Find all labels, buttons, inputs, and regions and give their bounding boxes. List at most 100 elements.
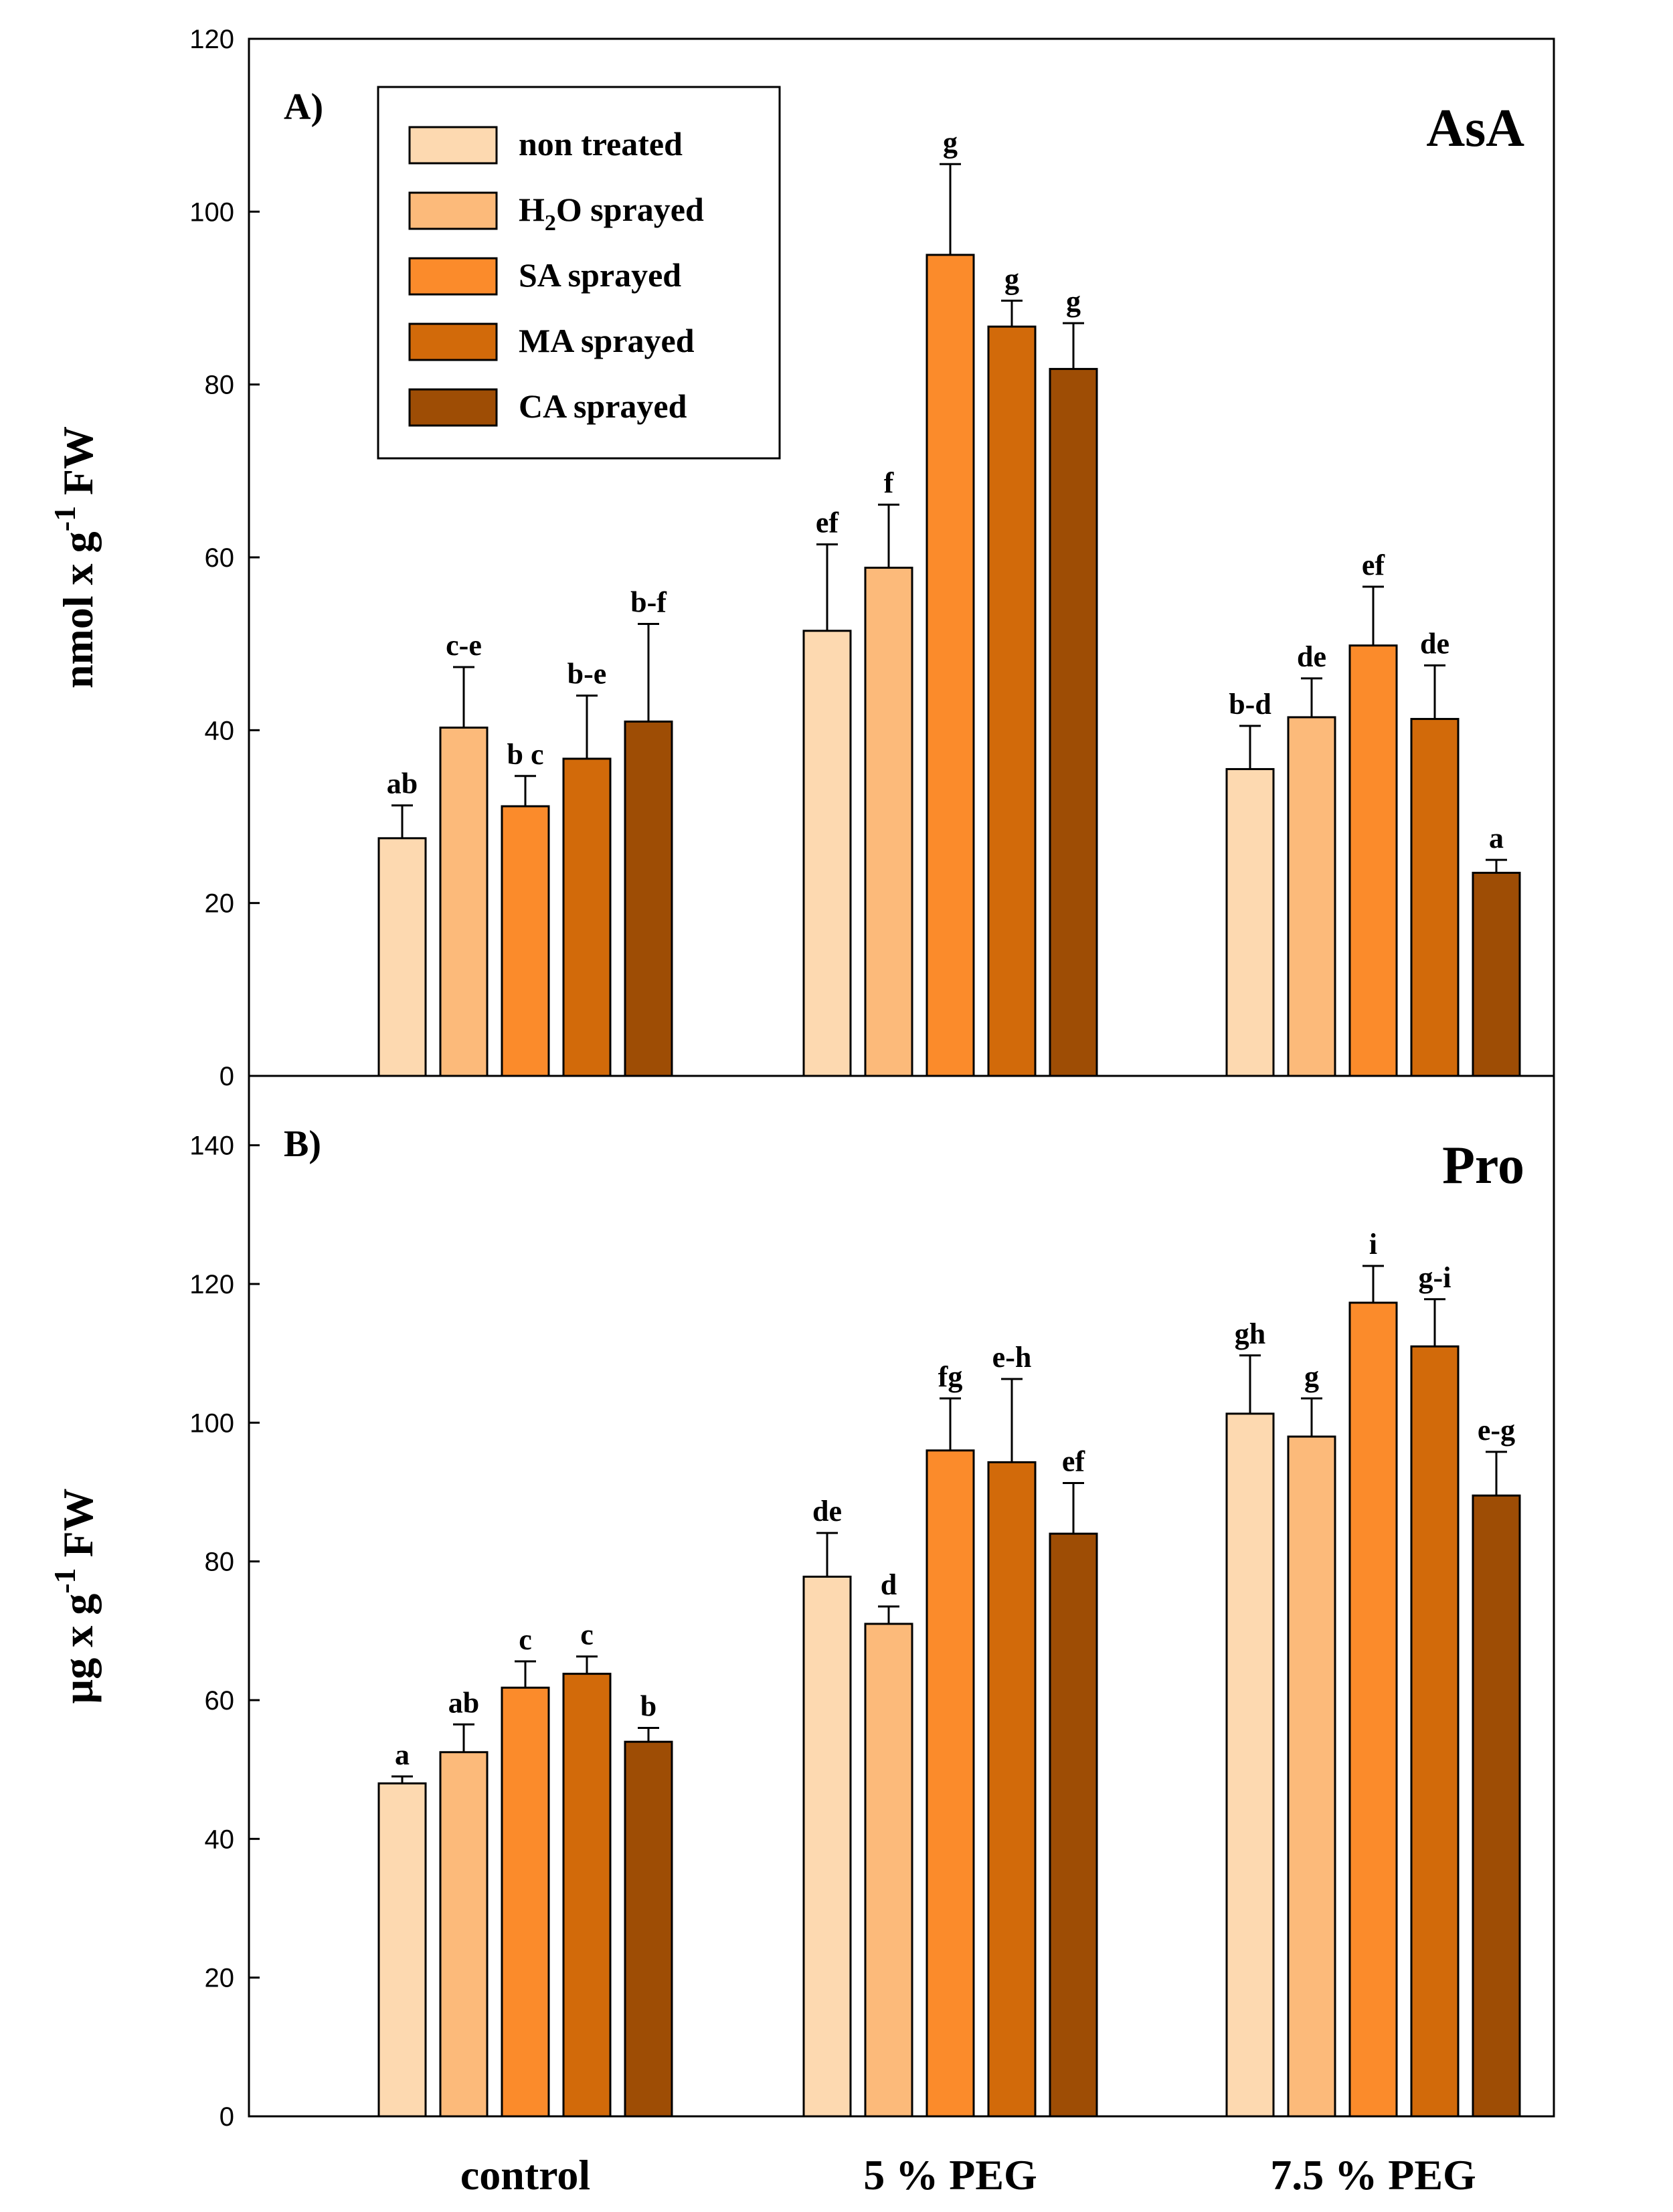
legend-box <box>377 86 781 460</box>
y-tick-label: 120 <box>189 1270 234 1299</box>
bar <box>1287 1435 1336 2118</box>
legend-swatch <box>408 191 498 230</box>
x-category-label: 5 % PEG <box>863 2151 1037 2199</box>
legend-swatch <box>408 257 498 296</box>
y-tick-label: 20 <box>205 1964 235 1993</box>
bar <box>987 1461 1037 2118</box>
significance-letter: ef <box>1362 549 1386 581</box>
significance-letter: g <box>1304 1360 1319 1393</box>
y-tick-label: 0 <box>219 1062 234 1091</box>
significance-letter: a <box>395 1738 410 1771</box>
y-axis-label: nmol x g-1 FW <box>48 426 102 688</box>
significance-letter: e-h <box>992 1341 1032 1374</box>
bar <box>802 630 852 1077</box>
significance-letter: ab <box>448 1686 479 1719</box>
legend-swatch <box>408 322 498 361</box>
bar <box>1472 871 1521 1077</box>
bar <box>562 1673 612 2118</box>
significance-letter: c <box>519 1623 532 1656</box>
significance-letter: g-i <box>1419 1261 1451 1294</box>
y-tick-label: 40 <box>205 716 235 745</box>
panel-title: Pro <box>1442 1136 1524 1195</box>
significance-letter: e-g <box>1478 1414 1515 1447</box>
significance-letter: de <box>1297 640 1326 673</box>
significance-letter: ef <box>1062 1445 1086 1478</box>
significance-letter: ab <box>387 767 418 800</box>
significance-letter: i <box>1369 1228 1377 1261</box>
x-category-label: control <box>460 2151 590 2199</box>
bar <box>1472 1494 1521 2118</box>
significance-letter: b <box>640 1689 656 1722</box>
significance-letter: a <box>1489 822 1504 854</box>
panel-b-pro: 0 20 40 60 80 100 120 140 a de gh ab d g c fg i c e-h g-i b e… <box>189 1075 1555 2132</box>
legend-swatch <box>408 126 498 165</box>
y-tick-label: 60 <box>205 543 235 573</box>
legend-swatch <box>408 388 498 427</box>
y-tick-label: 120 <box>189 25 234 54</box>
significance-letter: ef <box>816 506 840 539</box>
significance-letter: d <box>881 1568 897 1601</box>
bar <box>1410 1345 1460 2118</box>
bar <box>1348 644 1398 1077</box>
y-axis-labels: nmol x g-1 FW µg x g-1 FW <box>48 426 102 1704</box>
y-tick-label: 40 <box>205 1825 235 1854</box>
y-axis-label: µg x g-1 FW <box>48 1488 102 1703</box>
bar <box>864 1623 913 2118</box>
legend-label: MA sprayed <box>519 322 695 359</box>
y-tick-label: 80 <box>205 371 235 400</box>
y-tick-label: 80 <box>205 1548 235 1577</box>
significance-letter: b-e <box>567 658 607 690</box>
significance-letter: b c <box>507 738 544 771</box>
y-tick-label: 100 <box>189 1408 234 1438</box>
bar <box>1225 1412 1275 2118</box>
bar <box>987 325 1037 1077</box>
y-tick-label: 0 <box>219 2102 234 2132</box>
panel-label: B) <box>284 1123 321 1165</box>
panel-a-asa: 0 20 40 60 80 100 120 ab ef b-d c-e f de b c g ef b-e g de… <box>189 25 1555 1091</box>
y-tick-label: 20 <box>205 889 235 919</box>
bar <box>377 837 427 1077</box>
bar <box>926 1449 975 2118</box>
bar <box>1410 718 1460 1077</box>
significance-letter: g <box>1004 262 1019 295</box>
legend-label: CA sprayed <box>519 387 687 425</box>
bar <box>439 1751 489 2118</box>
panel-label: A) <box>284 86 323 128</box>
significance-letter: b-d <box>1229 688 1271 721</box>
bar <box>802 1575 852 2118</box>
significance-letter: g <box>943 126 958 159</box>
x-axis-categories: control 5 % PEG 7.5 % PEG <box>460 2151 1476 2199</box>
bar <box>1049 1532 1098 2118</box>
x-category-label: 7.5 % PEG <box>1270 2151 1476 2199</box>
bar <box>501 1686 550 2118</box>
legend: non treated H2O sprayed SA sprayed MA spray… <box>377 86 781 460</box>
significance-letter: gh <box>1235 1317 1265 1350</box>
bar <box>1348 1301 1398 2118</box>
significance-letter: b-f <box>630 585 667 618</box>
y-tick-label: 100 <box>189 197 234 227</box>
bar <box>1225 767 1275 1077</box>
bar <box>624 720 673 1077</box>
bar <box>1049 367 1098 1077</box>
bar <box>562 757 612 1077</box>
y-tick-label: 60 <box>205 1686 235 1716</box>
bar <box>501 805 550 1077</box>
significance-letter: g <box>1066 285 1081 318</box>
bar <box>1287 716 1336 1077</box>
significance-letter: de <box>812 1495 842 1528</box>
panel-title: AsA <box>1426 99 1524 158</box>
legend-label: H2O sprayed <box>519 191 704 236</box>
bar <box>864 567 913 1077</box>
legend-label: SA sprayed <box>519 256 681 294</box>
significance-letter: c-e <box>446 629 482 662</box>
significance-letter: fg <box>938 1360 963 1393</box>
y-tick-label: 140 <box>189 1131 234 1161</box>
bar <box>926 254 975 1077</box>
legend-label: non treated <box>519 125 683 163</box>
bar <box>439 726 489 1077</box>
significance-letter: c <box>580 1619 594 1651</box>
significance-letter: de <box>1420 627 1449 660</box>
significance-letter: f <box>884 466 895 499</box>
bar <box>377 1782 427 2118</box>
